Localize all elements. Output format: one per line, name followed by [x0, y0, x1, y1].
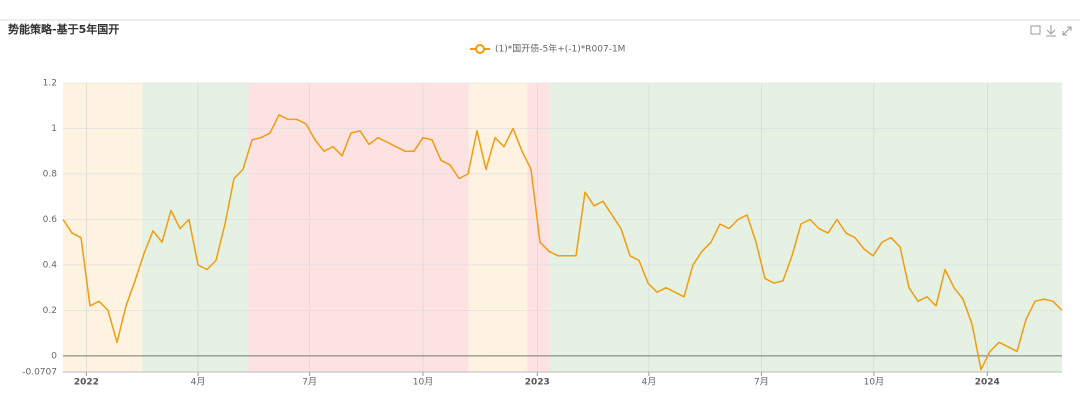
regime-band: [248, 83, 469, 372]
y-tick-label: 1.2: [43, 79, 57, 89]
y-tick-label: 0.8: [43, 169, 58, 179]
y-tick-label: 1: [51, 124, 57, 134]
regime-band: [549, 83, 1062, 372]
chart-title: 势能策略-基于5年国开: [8, 22, 119, 36]
x-tick-label: 10月: [864, 377, 884, 388]
y-tick-label: 0: [51, 351, 57, 361]
legend-label: (1)*国开债-5年+(-1)*R007-1M: [495, 43, 625, 55]
tool-download[interactable]: [1046, 25, 1056, 37]
x-tick-label: 2024: [975, 378, 1000, 388]
x-tick-label: 7月: [302, 377, 317, 388]
series-line: [62, 114, 1063, 371]
y-tick-label: 0.4: [43, 260, 58, 270]
legend-marker: [475, 44, 485, 54]
regime-band: [468, 83, 528, 372]
tool-view[interactable]: [1030, 25, 1041, 35]
x-tick-label: 4月: [191, 377, 206, 388]
regime-band: [142, 83, 249, 372]
x-tick-label: 7月: [754, 377, 769, 388]
y-tick-label: 0.2: [43, 306, 57, 316]
x-tick-label: 4月: [642, 377, 657, 388]
y-tick-label: -0.0707: [22, 368, 57, 378]
y-tick-label: 0.6: [43, 215, 58, 225]
toolbox[interactable]: [1030, 25, 1072, 37]
regime-band: [63, 83, 143, 372]
x-tick-label: 2023: [525, 378, 550, 388]
x-tick-label: 2022: [74, 378, 99, 388]
tool-zoom[interactable]: [1062, 26, 1072, 36]
x-tick-label: 10月: [413, 377, 433, 388]
